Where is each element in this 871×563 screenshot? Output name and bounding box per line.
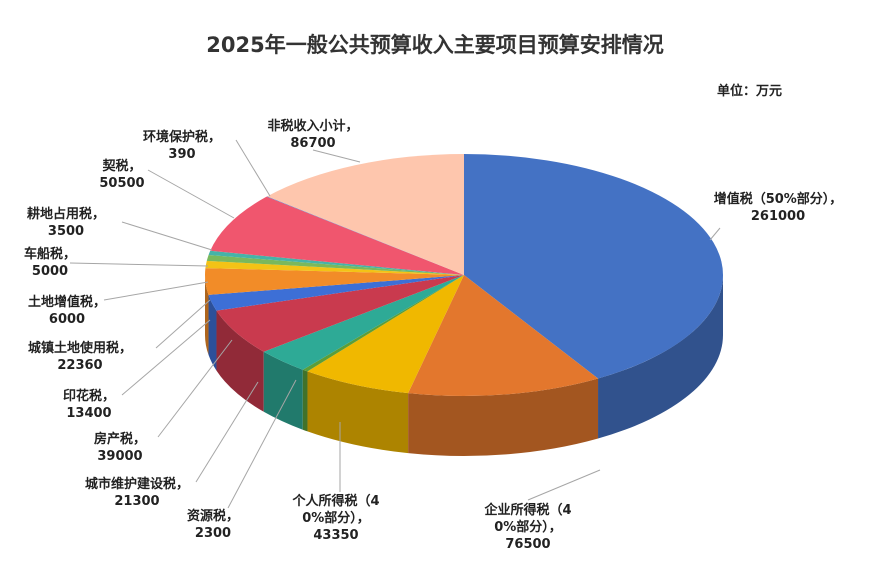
- slice-label-2: 个人所得税（40%部分）， 43350: [291, 493, 379, 543]
- slice-label-value-1: 76500: [505, 537, 550, 552]
- slice-label-name-13: 非税收入小计，: [267, 118, 358, 134]
- slice-side-5: [216, 310, 264, 412]
- slice-label-0: 增值税（50%部分）， 261000: [714, 191, 843, 224]
- slice-top-10: [208, 250, 464, 275]
- slice-top-6: [208, 275, 464, 311]
- slice-label-name-11: 契税，: [101, 158, 141, 174]
- leader-line-6: [121, 319, 211, 396]
- slice-label-value-11: 50500: [99, 176, 144, 191]
- slice-label-3: 资源税， 2300: [187, 508, 239, 541]
- slice-top-7: [205, 268, 464, 295]
- slice-label-value-2: 43350: [313, 528, 358, 543]
- slice-label-name-3: 资源税，: [187, 508, 239, 524]
- slice-side-3: [302, 369, 308, 432]
- slice-label-10: 耕地占用税， 3500: [27, 206, 105, 239]
- slice-label-5: 房产税， 39000: [94, 431, 146, 464]
- slice-top-1: [408, 275, 599, 396]
- slice-top-9: [206, 254, 465, 275]
- slice-label-9: 车船税， 5000: [24, 246, 76, 279]
- slice-label-value-10: 3500: [48, 224, 84, 239]
- leader-line-4: [195, 381, 259, 483]
- slice-label-value-3: 2300: [195, 526, 231, 541]
- slice-labels: 增值税（50%部分），261000企业所得税（40%部分），76500个人所得税…: [24, 118, 842, 552]
- slice-label-name-8: 土地增值税，: [28, 294, 106, 310]
- slice-top-13: [267, 154, 464, 275]
- slice-label-1: 企业所得税（40%部分）， 76500: [483, 502, 571, 552]
- slice-label-value-4: 21300: [114, 494, 159, 509]
- slice-label-name-0: 增值税（50%部分），: [714, 191, 843, 207]
- slice-side-4: [263, 351, 303, 430]
- slice-label-value-8: 6000: [49, 312, 85, 327]
- leader-line-1: [527, 469, 601, 501]
- slice-top-3: [302, 275, 464, 372]
- slice-label-value-5: 39000: [97, 449, 142, 464]
- pie-top-faces: [205, 154, 723, 396]
- slice-label-name-9: 车船税，: [24, 246, 76, 262]
- slice-label-name-2: 个人所得税（4: [291, 493, 379, 509]
- slice-label-12: 环境保护税， 390: [143, 129, 221, 162]
- slice-label-name-5: 房产税，: [94, 431, 146, 447]
- slice-side-1: [408, 378, 599, 457]
- leader-line-5: [157, 339, 233, 438]
- slice-label-4: 城市维护建设税， 21300: [85, 476, 189, 509]
- slice-label-value-13: 86700: [290, 136, 335, 151]
- slice-label-value-6: 13400: [66, 406, 111, 421]
- slice-top-5: [216, 275, 464, 352]
- leader-line-9: [69, 262, 209, 267]
- leader-line-11: [147, 169, 235, 219]
- slice-label-7: 城镇土地使用税， 22360: [28, 340, 132, 373]
- leader-line-0: [709, 227, 721, 241]
- pie-side-walls: [205, 275, 723, 457]
- slice-label-name-1: 企业所得税（4: [483, 502, 571, 518]
- leader-line-12: [235, 139, 271, 197]
- slice-label-value-9: 5000: [32, 264, 68, 279]
- slice-label-value-0: 261000: [751, 209, 805, 224]
- slice-top-0: [464, 154, 723, 379]
- slice-label-13: 非税收入小计， 86700: [267, 118, 358, 151]
- slice-label-name-2: 0%部分），: [302, 510, 370, 526]
- slice-label-value-12: 390: [168, 147, 195, 162]
- chart-title: 2025年一般公共预算收入主要项目预算安排情况: [206, 33, 663, 57]
- slice-side-7: [205, 275, 209, 355]
- slice-label-8: 土地增值税， 6000: [28, 294, 106, 327]
- slice-top-11: [210, 196, 464, 275]
- slice-side-0: [598, 275, 723, 439]
- leader-line-3: [227, 379, 297, 509]
- slice-label-6: 印花税， 13400: [63, 388, 115, 421]
- leader-line-13: [312, 149, 361, 163]
- leader-line-8: [103, 281, 209, 301]
- unit-label: 单位：万元: [717, 83, 782, 99]
- slice-label-name-7: 城镇土地使用税，: [28, 340, 132, 356]
- leader-line-10: [121, 221, 213, 251]
- slice-label-value-7: 22360: [57, 358, 102, 373]
- slice-side-2: [307, 371, 409, 454]
- slice-top-4: [263, 275, 464, 370]
- slice-label-name-1: 0%部分），: [494, 519, 562, 535]
- slice-label-name-4: 城市维护建设税，: [85, 476, 189, 492]
- slice-top-2: [307, 275, 464, 394]
- leader-line-7: [155, 299, 211, 349]
- slice-label-name-12: 环境保护税，: [143, 129, 221, 145]
- leader-lines: [69, 139, 721, 509]
- slice-side-6: [208, 294, 217, 371]
- slice-top-12: [266, 196, 464, 275]
- slice-top-8: [205, 260, 464, 275]
- slice-label-name-6: 印花税，: [63, 388, 115, 404]
- slice-label-name-10: 耕地占用税，: [27, 206, 105, 222]
- slice-label-11: 契税， 50500: [99, 158, 144, 191]
